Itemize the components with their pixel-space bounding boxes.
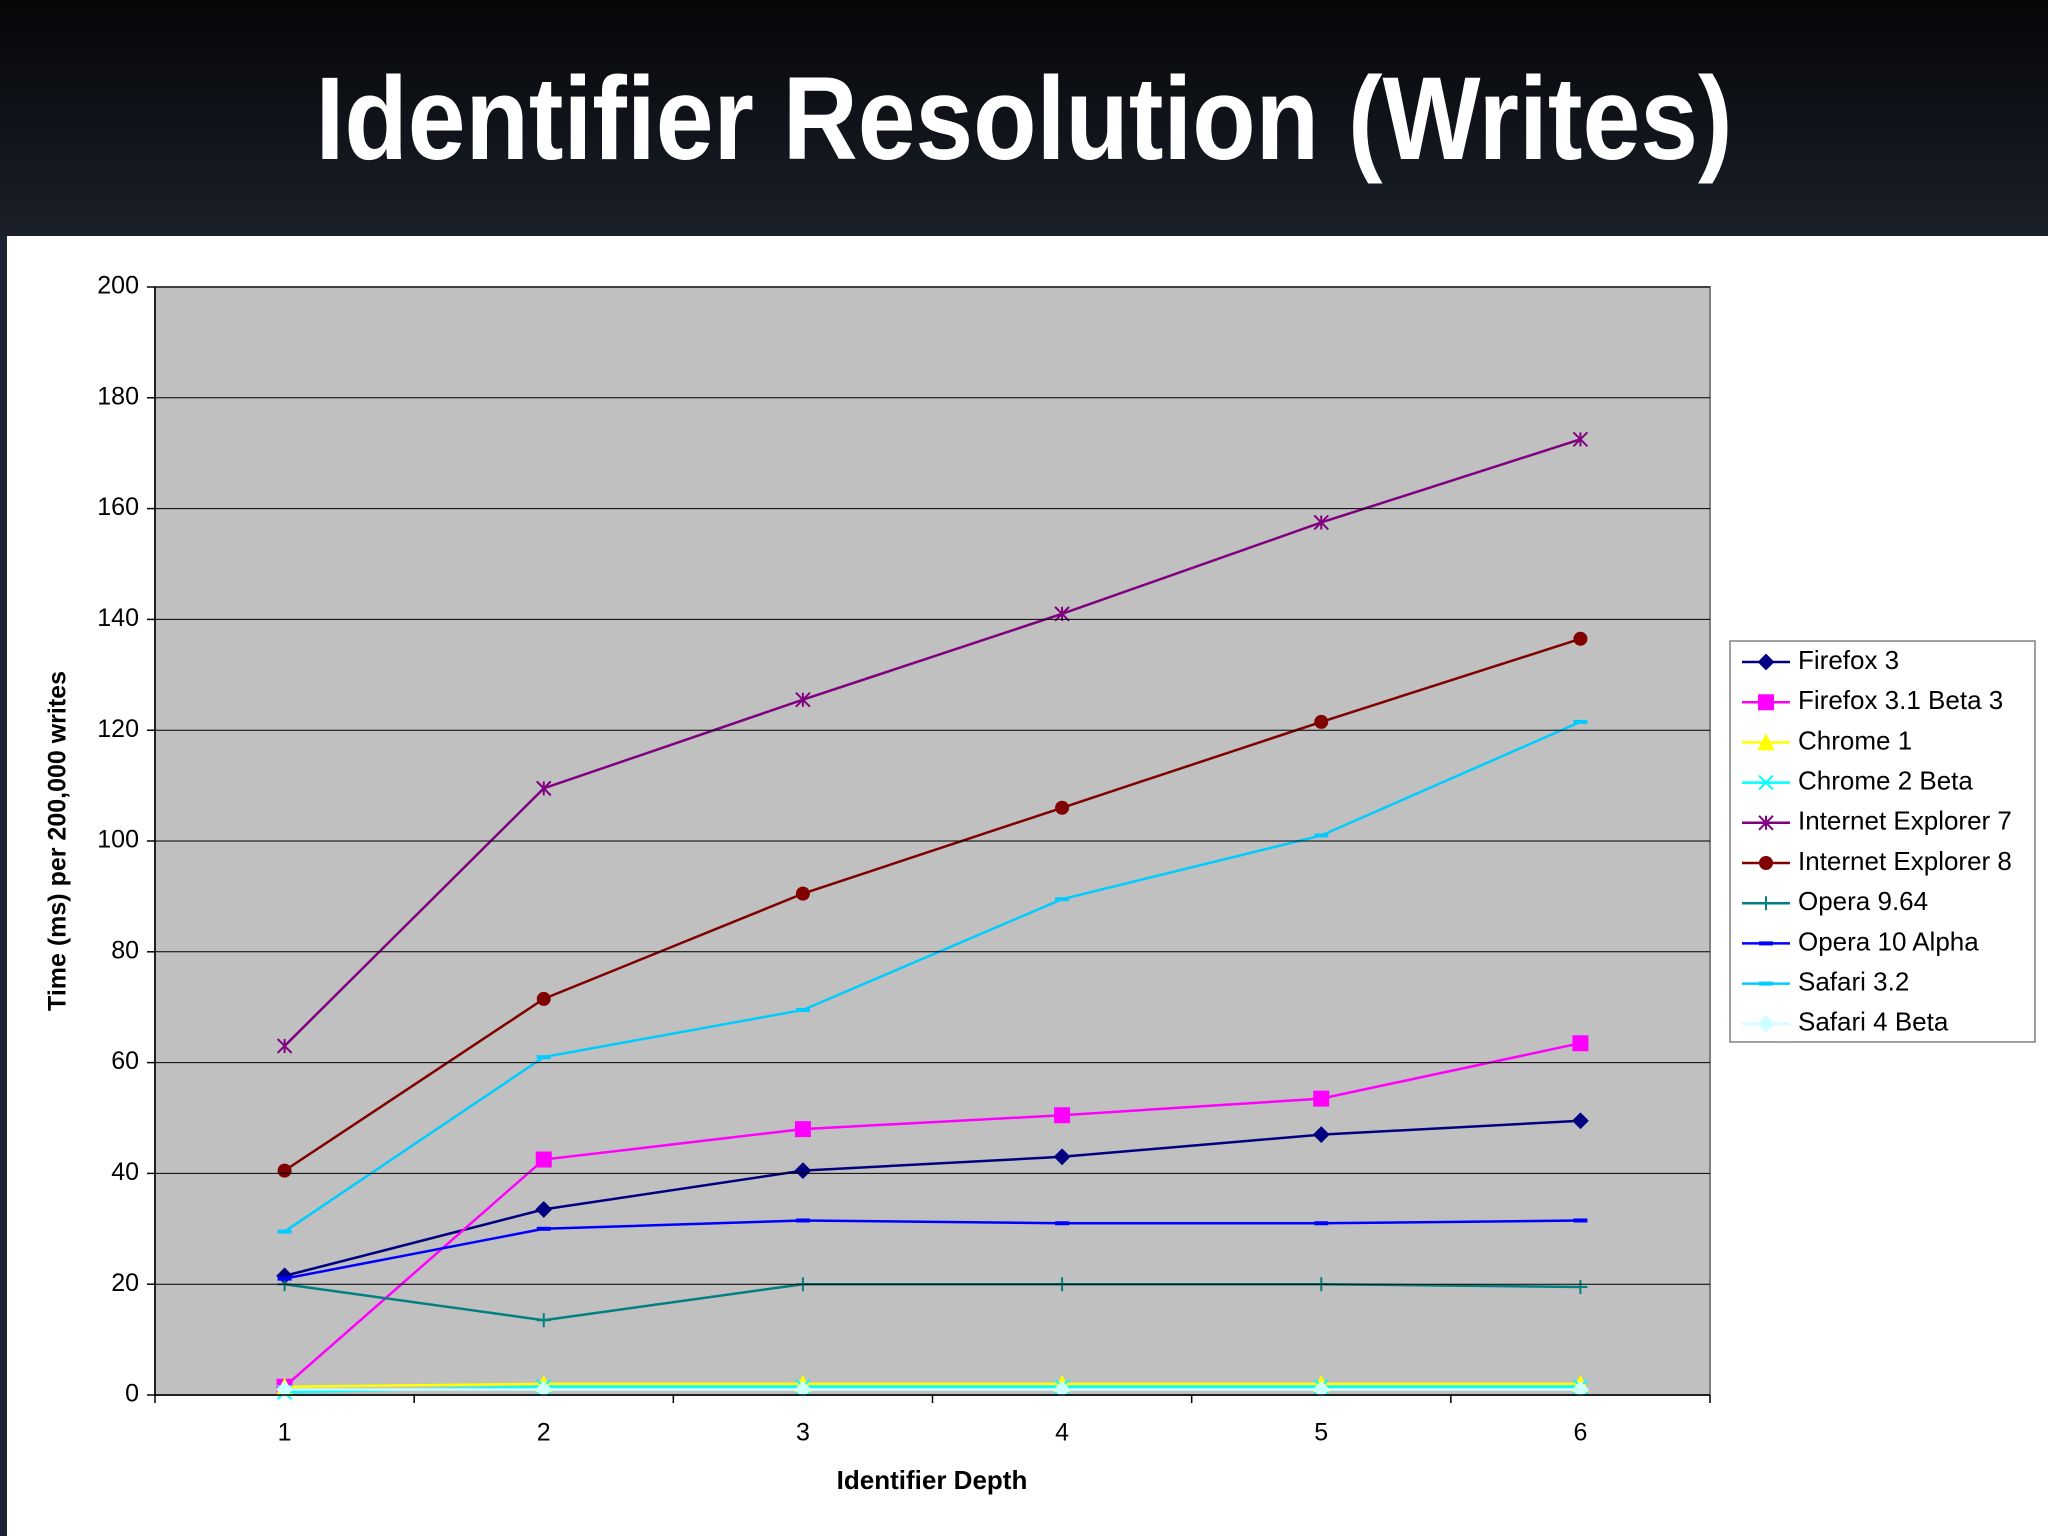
marker [1053,1381,1071,1398]
marker [1314,833,1329,838]
y-tick-label: 100 [97,826,139,854]
series-line [283,720,1581,1233]
marker [276,1038,293,1054]
marker [1757,1015,1775,1033]
marker [1312,1126,1330,1144]
y-tick-label: 160 [97,493,139,521]
marker [277,1276,292,1281]
y-tick-label: 20 [111,1269,139,1297]
marker [1759,981,1773,986]
legend-label: Safari 3.2 [1798,966,1909,996]
series-line [284,1219,1581,1280]
marker [1313,514,1329,531]
marker [1573,1218,1588,1223]
legend-label: Chrome 2 Beta [1798,765,1973,795]
marker [1759,896,1773,911]
y-tick-label: 180 [97,382,139,410]
legend-label: Opera 10 Alpha [1798,926,1979,956]
y-tick-label: 200 [97,272,139,300]
marker [535,1151,552,1168]
marker [1314,1221,1329,1226]
marker [1757,733,1775,751]
legend-label: Internet Explorer 8 [1798,846,2012,876]
marker [1572,1381,1589,1398]
series-line [284,1385,1581,1394]
legend-label: Firefox 3.1 Beta 3 [1798,685,2003,715]
marker [1314,714,1329,729]
x-tick-label: 3 [796,1419,810,1447]
header-bar [0,0,2048,236]
series-line [283,1041,1581,1388]
legend-label: Firefox 3 [1798,645,1899,675]
marker [1573,631,1588,646]
marker [1054,1107,1071,1124]
marker [1573,719,1588,724]
y-tick-label: 80 [111,936,139,964]
legend-box [1729,640,2036,1043]
marker [1758,694,1774,711]
marker [276,1381,293,1398]
marker [536,780,552,797]
x-tick-label: 2 [537,1419,551,1447]
legend-label: Internet Explorer 7 [1798,806,2012,836]
left-strip [0,236,7,1536]
marker [536,1313,551,1328]
y-tick-label: 140 [97,604,139,632]
marker [795,1218,810,1223]
marker [1572,431,1589,448]
marker [1758,815,1774,831]
y-tick-label: 0 [125,1380,139,1408]
marker [1572,1035,1589,1052]
marker [1055,800,1070,815]
marker [1055,1221,1070,1226]
marker [1759,941,1773,946]
legend-label: Opera 9.64 [1798,886,1928,916]
marker [1758,774,1774,791]
marker [795,886,810,901]
series-line [283,637,1581,1172]
marker [536,1055,551,1060]
x-tick-label: 1 [278,1419,292,1447]
marker [1055,897,1070,902]
x-axis-label: Identifier Depth [837,1465,1028,1495]
y-tick-label: 40 [111,1158,139,1186]
y-tick-label: 120 [97,715,139,743]
slide-title: Identifier Resolution (Writes) [315,52,1732,185]
marker [536,991,551,1006]
marker [1053,1148,1071,1166]
marker [535,1200,553,1218]
marker [1313,1090,1330,1107]
x-tick-label: 5 [1314,1419,1328,1447]
y-axis-label: Time (ms) per 200,000 writes [44,671,72,1011]
marker [1054,606,1070,622]
marker [794,1381,812,1398]
marker [1312,1381,1330,1398]
marker [1572,1112,1589,1130]
marker [794,1162,812,1180]
x-tick-label: 4 [1055,1419,1069,1447]
legend-label: Chrome 1 [1798,725,1912,755]
x-tick-label: 6 [1573,1419,1587,1447]
marker [1759,856,1773,870]
marker [794,1121,811,1138]
marker [536,1226,551,1231]
marker [277,1163,292,1178]
marker [1573,1279,1588,1294]
series-line [284,1119,1581,1278]
marker [277,1229,292,1234]
legend-label: Safari 4 Beta [1798,1007,1949,1037]
marker [795,692,811,708]
y-tick-label: 60 [111,1047,139,1075]
marker [795,1007,810,1012]
series-line [284,1382,1581,1388]
marker [1757,653,1775,671]
plot-marks [275,431,1590,1400]
marker [535,1381,553,1398]
